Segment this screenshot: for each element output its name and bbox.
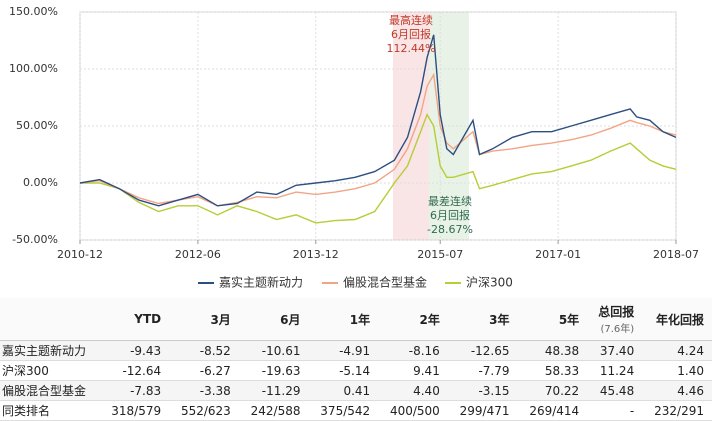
y-tick-label: 50.00% xyxy=(16,119,58,132)
header-cell: 6月 xyxy=(238,298,309,341)
returns-table: YTD 3月 6月 1年 2年 3年 5年 总回报 (7.6年) 年化回报嘉实主题新动力 -9.43… xyxy=(0,298,712,421)
plot xyxy=(79,34,677,224)
y-tick-label: 0.00% xyxy=(23,176,58,189)
header-cell: YTD xyxy=(99,298,170,341)
header-cell: 总回报 (7.6年) xyxy=(587,298,643,341)
value-cell: -3.15 xyxy=(447,380,518,401)
value-cell: 4.46 xyxy=(642,380,712,401)
row-label: 沪深300 xyxy=(0,360,100,381)
header-cell xyxy=(0,298,100,341)
legend: 嘉实主题新动力 偏股混合型基金 沪深300 xyxy=(198,275,513,290)
value-cell: 232/291 xyxy=(642,400,712,421)
value-cell: 70.22 xyxy=(517,380,588,401)
header-text: 3月 xyxy=(210,312,231,327)
x-tick-label: 2015-07 xyxy=(417,248,463,261)
row-label: 偏股混合型基金 xyxy=(0,380,100,401)
x-tick-label: 2018-07 xyxy=(653,248,699,261)
value-cell: 0.41 xyxy=(308,380,379,401)
value-cell: 4.40 xyxy=(378,380,448,401)
value-cell: 11.24 xyxy=(587,360,643,381)
legend-label: 沪深300 xyxy=(466,276,513,290)
y-tick-label: 150.00% xyxy=(9,5,58,18)
x-tick-label: 2010-12 xyxy=(57,248,103,261)
table-row: 嘉实主题新动力 -9.43 -8.52 -10.61 -4.91 -8.16 -12.65 4… xyxy=(0,340,712,361)
value-cell: -3.38 xyxy=(169,380,239,401)
series-line xyxy=(80,112,677,224)
table-row: 同类排名 318/579 552/623 242/588 375/542 400/500 2… xyxy=(0,400,712,421)
value-cell: -11.29 xyxy=(238,380,309,401)
header-text: 6月 xyxy=(280,312,301,327)
header-text: 5年 xyxy=(558,312,580,327)
value-cell: 375/542 xyxy=(308,400,379,421)
row-label: 同类排名 xyxy=(0,400,100,421)
series-line xyxy=(79,34,677,207)
value-cell: 269/414 xyxy=(517,400,588,421)
value-cell: 9.41 xyxy=(378,360,448,381)
row-label: 嘉实主题新动力 xyxy=(0,340,100,361)
annotation: 最差连续 xyxy=(428,194,472,208)
header-row: YTD 3月 6月 1年 2年 3年 5年 总回报 (7.6年) 年化回报 xyxy=(0,298,712,341)
value-cell: -8.16 xyxy=(378,340,448,361)
header-cell: 5年 xyxy=(517,298,588,341)
x-tick-label: 2013-12 xyxy=(293,248,339,261)
value-cell: 4.24 xyxy=(642,340,712,361)
y-tick-label: 100.00% xyxy=(9,62,58,75)
value-cell: 45.48 xyxy=(587,380,643,401)
legend-label: 偏股混合型基金 xyxy=(343,275,427,290)
value-cell: 400/500 xyxy=(378,400,448,421)
header-text: 1年 xyxy=(349,312,371,327)
legend-label: 嘉实主题新动力 xyxy=(219,275,303,290)
header-note: (7.6年) xyxy=(600,324,635,335)
value-cell: 37.40 xyxy=(587,340,643,361)
header-cell: 3年 xyxy=(447,298,518,341)
grid: -50.00% 0.00% 50.00% 100.00% 150.00% 2010-12 2… xyxy=(9,5,699,261)
value-cell: 48.38 xyxy=(517,340,588,361)
header-cell: 1年 xyxy=(308,298,379,341)
y-tick-label: -50.00% xyxy=(12,233,58,246)
value-cell: 552/623 xyxy=(169,400,239,421)
value-cell: -8.52 xyxy=(169,340,239,361)
value-cell: -12.65 xyxy=(447,340,518,361)
annotation: 最高连续 xyxy=(389,13,433,27)
value-cell: -10.61 xyxy=(238,340,309,361)
value-cell: -12.64 xyxy=(99,360,170,381)
table-row: 沪深300 -12.64 -6.27 -19.63 -5.14 9.41 -7.79 58.3… xyxy=(0,360,712,381)
table-row: 偏股混合型基金 -7.83 -3.38 -11.29 0.41 4.40 -3.15 70.2… xyxy=(0,380,712,401)
header-cell: 3月 xyxy=(169,298,239,341)
value-cell: -7.83 xyxy=(99,380,170,401)
value-cell: -9.43 xyxy=(99,340,170,361)
annotation: 6月回报 xyxy=(430,208,470,222)
value-cell: -5.14 xyxy=(308,360,379,381)
header-text: 2年 xyxy=(419,312,440,327)
value-cell: -7.79 xyxy=(447,360,518,381)
header-text: 总回报 xyxy=(598,305,635,319)
value-cell: -4.91 xyxy=(308,340,379,361)
annotation: 112.44% xyxy=(387,42,436,55)
value-cell: -19.63 xyxy=(238,360,309,381)
value-cell: -6.27 xyxy=(169,360,239,381)
chart: -50.00% 0.00% 50.00% 100.00% 150.00% 2010-12 2… xyxy=(9,5,699,290)
value-cell: 1.40 xyxy=(642,360,712,381)
value-cell: 58.33 xyxy=(517,360,588,381)
header-cell: 2年 xyxy=(378,298,448,341)
x-tick-label: 2012-06 xyxy=(175,248,221,261)
annotation: -28.67% xyxy=(427,223,473,236)
series-line xyxy=(79,72,677,207)
header-text: 年化回报 xyxy=(655,312,704,327)
header-cell: 年化回报 xyxy=(642,298,712,341)
annotation: 6月回报 xyxy=(391,27,431,41)
header-text: 3年 xyxy=(489,312,510,327)
header-text: YTD xyxy=(134,312,162,326)
x-tick-label: 2017-01 xyxy=(535,248,581,261)
